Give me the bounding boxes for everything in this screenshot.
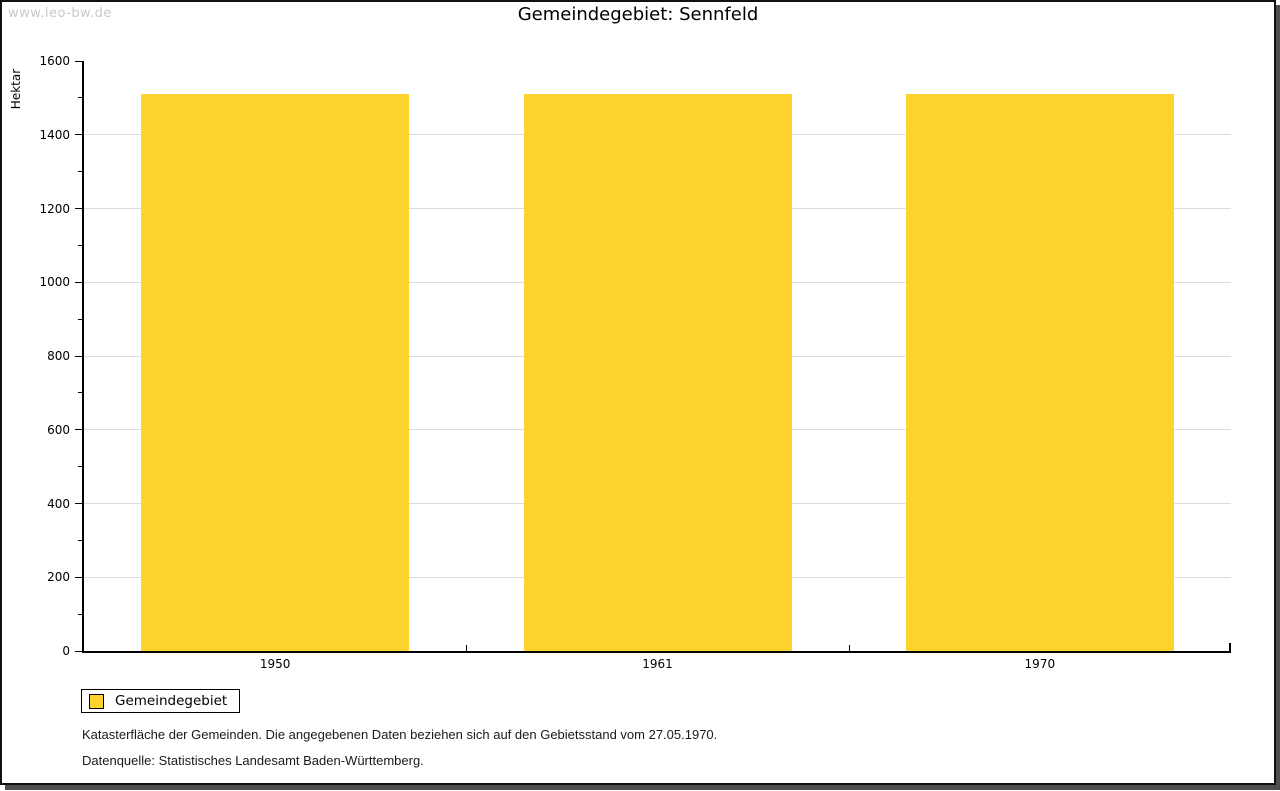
y-axis-tick — [75, 576, 82, 578]
legend-label: Gemeindegebiet — [115, 693, 228, 709]
y-axis-minor-tick — [78, 171, 82, 173]
x-axis-boundary-tick — [466, 645, 468, 651]
y-axis-tick — [75, 650, 82, 652]
caption-line-1: Katasterfläche der Gemeinden. Die angege… — [82, 727, 718, 742]
y-axis-tick — [75, 134, 82, 136]
legend-swatch-icon — [89, 693, 104, 709]
bar-1961 — [523, 93, 792, 651]
y-axis-tick — [75, 355, 82, 357]
y-axis-minor-tick — [78, 466, 82, 468]
y-axis-tick-label: 200 — [47, 570, 70, 585]
y-axis-minor-tick — [78, 318, 82, 320]
y-axis-tick — [75, 429, 82, 431]
watermark-text: www.leo-bw.de — [8, 6, 112, 21]
x-axis-category-label: 1970 — [1024, 657, 1056, 671]
y-axis-minor-tick — [78, 392, 82, 394]
x-axis-category-label: 1950 — [259, 657, 291, 671]
y-axis-tick-label: 600 — [47, 422, 70, 437]
y-axis-tick-label: 400 — [47, 496, 70, 511]
chart-title: Gemeindegebiet: Sennfeld — [517, 4, 759, 25]
y-axis-tick-label: 1200 — [39, 201, 70, 216]
x-axis-boundary-tick — [848, 645, 850, 651]
y-axis-minor-tick — [78, 539, 82, 541]
y-axis-tick-label: 1400 — [39, 127, 70, 142]
y-axis-tick-label: 800 — [47, 349, 70, 363]
y-axis-tick-label: 0 — [62, 644, 70, 658]
y-axis-tick — [75, 281, 82, 283]
x-axis-end-cap — [1229, 643, 1231, 651]
y-axis-tick-label: 1600 — [39, 54, 70, 68]
x-axis-category-label: 1961 — [642, 657, 673, 671]
y-axis-tick — [75, 60, 82, 62]
plot-area: 0 200 400 600 800 1000 1200 1400 1600 1950 1961 197… — [39, 54, 1231, 671]
y-axis-tick — [75, 503, 82, 504]
y-axis-tick-label: 1000 — [39, 275, 70, 290]
caption-line-2: Datenquelle: Statistisches Landesamt Bad… — [82, 753, 424, 768]
y-axis-minor-tick — [78, 97, 82, 99]
bar-1970 — [905, 93, 1174, 651]
y-axis-minor-tick — [78, 244, 82, 246]
y-axis-tick — [75, 208, 82, 209]
bar-1950 — [141, 93, 410, 651]
legend: Gemeindegebiet — [81, 689, 241, 713]
y-axis-minor-tick — [78, 613, 82, 615]
